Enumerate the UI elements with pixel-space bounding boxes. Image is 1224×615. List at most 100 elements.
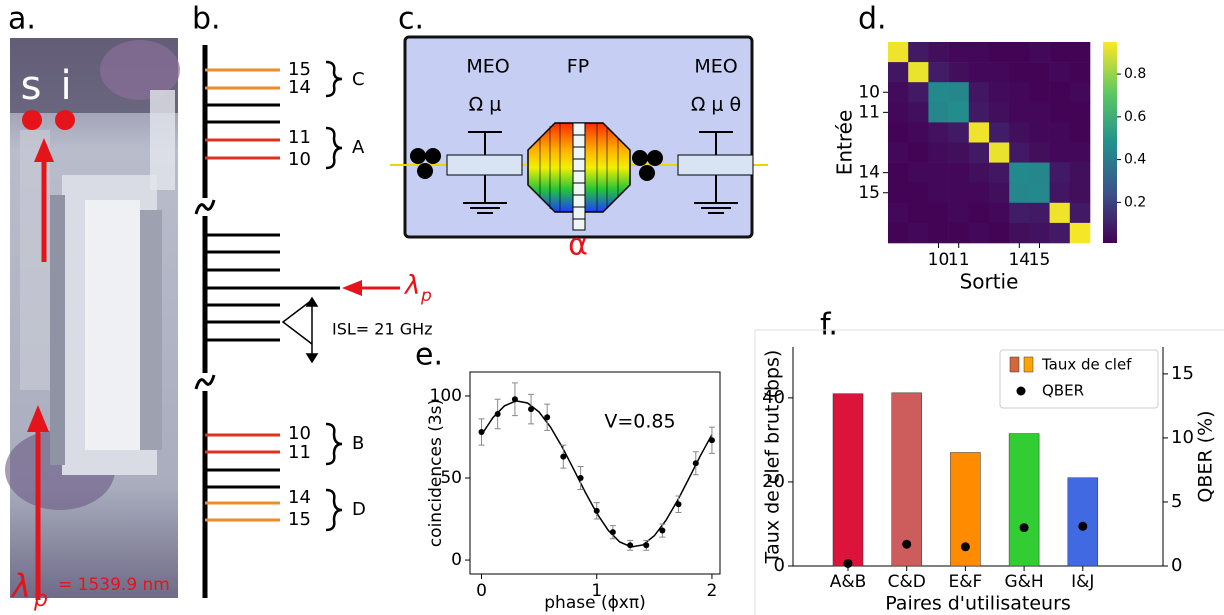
heatmap-cell: [1049, 222, 1071, 244]
alpha-label: α: [568, 228, 588, 263]
data-point: [544, 414, 551, 421]
heatmap-cell: [989, 42, 1010, 63]
x-tick-label: C&D: [888, 572, 926, 592]
heatmap-cell: [1069, 142, 1091, 163]
pump-subscript: p: [420, 286, 432, 306]
heatmap-cell: [928, 42, 949, 63]
bar: [1008, 433, 1040, 567]
heatmap-cell: [908, 202, 929, 224]
legend-patch: [1023, 356, 1034, 373]
y-tick-label: 15: [858, 183, 880, 203]
heatmap-cell: [908, 82, 929, 103]
heatmap-cell: [948, 222, 970, 244]
data-point: [609, 529, 616, 536]
heatmap-cell: [989, 102, 1010, 123]
legend-label: Taux de clef: [1041, 356, 1132, 374]
heatmap-cell: [1049, 42, 1071, 63]
idler-label: i: [60, 63, 71, 109]
heatmap-cell: [968, 182, 990, 204]
y-tick-label: 11: [858, 102, 880, 122]
heatmap-cell: [1049, 122, 1071, 143]
heatmap-cell: [1009, 102, 1030, 123]
heatmap-cell: [1009, 82, 1030, 103]
x-tick-label: A&B: [830, 572, 867, 592]
heatmap-cell: [908, 142, 929, 163]
heatmap-cell: [968, 102, 990, 123]
heatmap-cell: [968, 222, 990, 244]
heatmap-cell: [888, 122, 909, 143]
heatmap-cell: [1069, 162, 1091, 183]
heatmap-cell: [1009, 122, 1030, 143]
heatmap-cell: [948, 62, 970, 83]
heatmap-cell: [1029, 82, 1050, 103]
data-point: [478, 429, 485, 436]
line-label: 10: [288, 423, 311, 444]
y2-tick-label: 5: [1171, 491, 1182, 512]
heatmap-cell: [1029, 122, 1050, 143]
group-label: C: [352, 69, 365, 90]
pump-wavelength: = 1539.9 nm: [58, 575, 170, 595]
y-tick-label: 50: [440, 468, 462, 488]
qber-point: [1078, 521, 1088, 531]
heatmap-cell: [1029, 142, 1050, 163]
heatmap-cell: [968, 42, 990, 63]
qber-point: [960, 542, 970, 552]
heatmap-cell: [1009, 62, 1030, 83]
fit-line: [480, 400, 713, 548]
group-label: B: [352, 433, 364, 454]
data-point: [627, 542, 634, 549]
x-tick-label: 10: [928, 250, 950, 270]
heatmap-cell: [948, 42, 970, 63]
heatmap-cell: [928, 182, 949, 204]
isl-marker: [281, 296, 319, 364]
arrows: [27, 138, 54, 600]
heatmap-cell: [1029, 162, 1050, 183]
x-tick-label: 2: [707, 581, 718, 601]
heatmap-cell: [908, 222, 929, 244]
heatmap-cell: [1049, 182, 1071, 204]
x-tick-label: G&H: [1004, 572, 1043, 592]
line-label: 15: [288, 509, 311, 530]
comb-lines: [205, 68, 340, 522]
pump-symbol: λ: [10, 567, 31, 605]
y-tick-label: 40: [762, 387, 785, 408]
panel-frame: [754, 329, 1224, 615]
heatmap-cell: [928, 202, 949, 224]
heatmap-cell: [928, 222, 949, 244]
line-label: 11: [288, 127, 311, 148]
heatmap-cell: [928, 142, 949, 163]
heatmap-cell: [888, 202, 909, 224]
signal-spot: [22, 110, 42, 130]
data-point: [560, 453, 567, 460]
data-point: [528, 406, 535, 413]
heatmap-cell: [948, 122, 970, 143]
heatmap-cell: [989, 122, 1010, 143]
line-label: 14: [288, 487, 311, 508]
heatmap-cell: [989, 82, 1010, 103]
y-tick-label: 0: [774, 555, 785, 576]
heatmap-cell: [1049, 202, 1071, 224]
y-axis-label: Taux de clef brut (bps): [762, 350, 784, 565]
colorbar-tick-label: 0.8: [1124, 66, 1146, 82]
heatmap-cell: [948, 162, 970, 183]
y2-tick-label: 15: [1171, 363, 1194, 384]
y2-tick-label: 0: [1171, 555, 1182, 576]
heatmap-cell: [908, 42, 929, 63]
panel-label: e.: [415, 338, 443, 373]
x-tick-label: 1: [591, 581, 602, 601]
heatmap-cell: [928, 82, 949, 103]
colorbar-tick-label: 0.6: [1124, 109, 1146, 125]
chip-photo: [5, 38, 180, 598]
heatmap-cell: [888, 222, 909, 244]
x-tick-label: I&J: [1071, 572, 1094, 592]
annotation: V=0.85: [604, 411, 675, 433]
fabry-perot: [527, 122, 631, 231]
heatmap-cell: [968, 202, 990, 224]
heatmap-cell: [989, 182, 1010, 204]
heatmap-cell: [989, 222, 1010, 244]
heatmap-cell: [1069, 182, 1091, 204]
heatmap-cell: [1049, 142, 1071, 163]
heatmap-cell: [908, 162, 929, 183]
data-point: [511, 396, 518, 403]
